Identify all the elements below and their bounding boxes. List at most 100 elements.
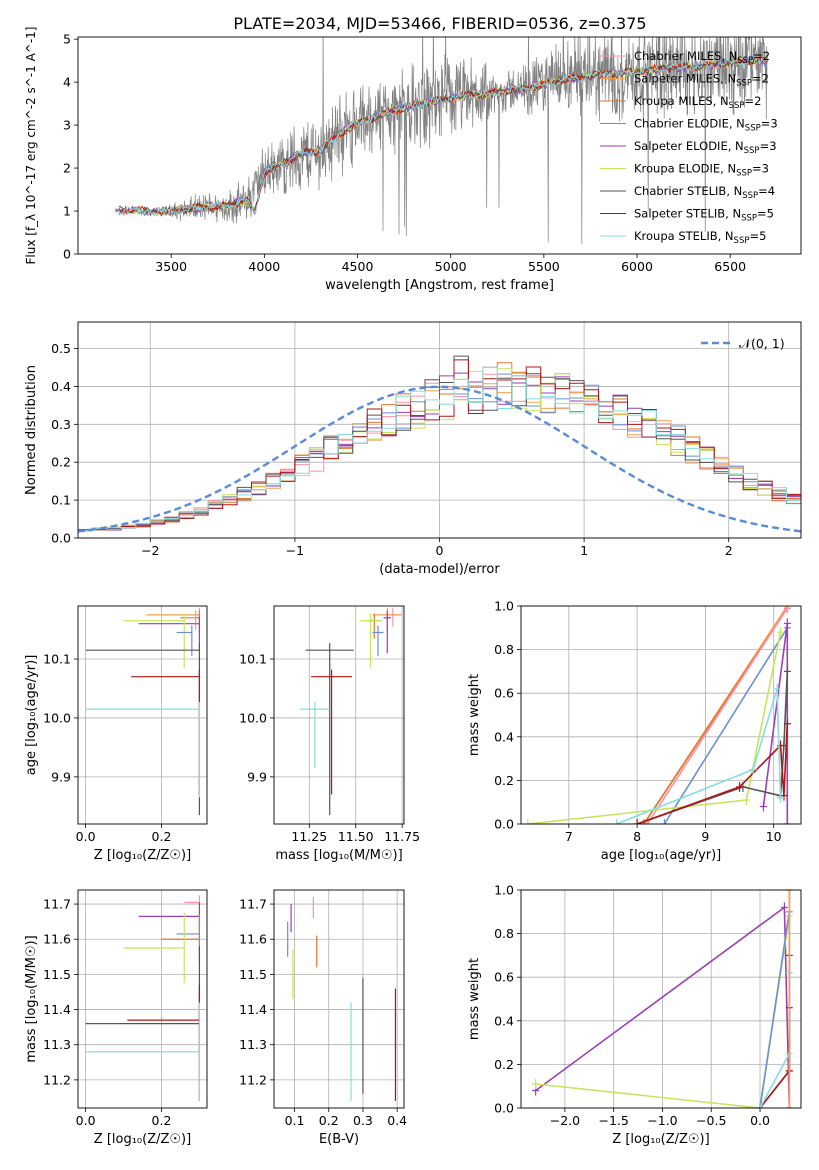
y-tick-label: 9.9	[247, 769, 267, 784]
x-axis-label: Z [log₁₀(Z/Z☉)]	[612, 1132, 709, 1147]
y-axis-label: mass [log₁₀(M/M☉)]	[24, 935, 39, 1062]
axes-frame	[77, 36, 802, 255]
legend-subscript: SSP	[736, 79, 752, 89]
y-tick-label: 0.4	[494, 729, 514, 744]
y-tick-label: 11.5	[239, 967, 267, 982]
panel-residuals: −2 −1 0 1 2 0.0 0.1 0.2 0.3 0.4 0.5 (data-model)/er…	[24, 321, 802, 577]
legend-suffix: =4	[758, 184, 775, 198]
y-tick-label: 0.8	[494, 642, 514, 657]
x-tick-label: 0.3	[353, 1113, 373, 1128]
x-tick-label: 0.0	[76, 1113, 96, 1128]
x-axis-label: wavelength [Angstrom, rest frame]	[325, 278, 554, 293]
panel-mass-weight-vs-age: 7 8 9 10 0.0 0.2 0.4 0.6 0.8 1.0 age [log₁₀(age/yr…	[467, 599, 802, 863]
x-axis-label: Z [log₁₀(Z/Z☉)]	[94, 848, 191, 863]
y-tick-label: 11.5	[43, 967, 71, 982]
panel-spectrum: 3500 4000 4500 5000 5500 6000 6500 0 1 2 3 4 5 wavele…	[24, 27, 802, 293]
legend-suffix: =2	[753, 49, 770, 63]
legend-subscript: SSP	[741, 214, 757, 224]
x-tick-label: 11.75	[384, 829, 420, 844]
y-tick-label: 10.0	[43, 710, 71, 725]
legend-subscript: SSP	[729, 101, 745, 111]
y-tick-label: 0.6	[494, 686, 514, 701]
y-tick-label: 0	[63, 247, 71, 262]
x-tick-label: 0.0	[76, 829, 96, 844]
panel-mass-vs-Z: 0.0 0.2 11.2 11.3 11.4 11.5 11.6 11.7 Z [log₁₀(Z…	[24, 889, 208, 1147]
panel-age-vs-mass: 11.25 11.50 11.75 9.9 10.0 10.1 mass [log₁₀(M/…	[239, 605, 420, 863]
y-tick-label: 0.1	[51, 493, 71, 508]
legend-subscript: SSP	[742, 191, 758, 201]
legend-text: Salpeter STELIB, N	[634, 207, 741, 221]
x-tick-label: 0.0	[750, 1113, 770, 1128]
histogram-chabrier_stelib	[78, 355, 801, 530]
y-tick-label: 10.0	[239, 710, 267, 725]
y-tick-label: 2	[63, 161, 71, 176]
y-tick-label: 0.3	[51, 417, 71, 432]
x-tick-label: 5500	[528, 259, 560, 274]
normal-distribution-curve	[78, 385, 801, 533]
plot-area	[114, 37, 768, 244]
y-tick-label: 0.4	[51, 379, 71, 394]
axes-frame	[520, 605, 802, 825]
y-axis-label: Normed distribution	[24, 365, 39, 495]
legend-subscript: SSP	[737, 56, 753, 66]
y-tick-label: 0.4	[494, 1013, 514, 1028]
x-tick-label: 1	[580, 543, 588, 558]
legend-label-kroupa_stelib: Kroupa STELIB, NSSP=5	[634, 229, 766, 246]
legend-subscript: SSP	[744, 146, 760, 156]
legend-suffix: =2	[752, 72, 769, 86]
model-line-salpeter_stelib	[118, 54, 768, 217]
panel-mass-weight-vs-Z: −2.0 −1.5 −1.0 −0.5 0.0 0.0 0.2 0.4 0.6 0.8 1.0 Z […	[467, 883, 802, 1147]
legend-text: Kroupa ELODIE, N	[634, 162, 736, 176]
weight-line-chabrier_elodie	[663, 627, 788, 824]
y-tick-label: 11.2	[43, 1072, 71, 1087]
histogram-salpeter_stelib	[78, 359, 801, 531]
x-tick-label: 3500	[155, 259, 187, 274]
plot-area	[524, 606, 791, 824]
legend-subscript: SSP	[736, 169, 752, 179]
y-tick-label: 4	[63, 75, 71, 90]
y-tick-label: 10.1	[43, 652, 71, 667]
histogram-kroupa_stelib	[78, 366, 801, 531]
weight-line-chabrier_elodie	[759, 911, 791, 1108]
legend-suffix: =3	[760, 139, 777, 153]
x-tick-label: 11.25	[291, 829, 327, 844]
axes-frame	[520, 889, 802, 1109]
y-tick-label: 5	[63, 32, 71, 47]
x-tick-label: 11.50	[338, 829, 374, 844]
y-axis-label: mass weight	[467, 674, 482, 756]
y-tick-label: 11.3	[43, 1037, 71, 1052]
y-tick-label: 1	[63, 204, 71, 219]
y-tick-label: 0.8	[494, 926, 514, 941]
histogram-kroupa_elodie	[78, 368, 801, 532]
x-tick-label: −1	[286, 543, 304, 558]
x-tick-label: 0.2	[319, 1113, 339, 1128]
legend-suffix: =5	[757, 207, 774, 221]
y-axis-label: age [log₁₀(age/yr)]	[24, 655, 39, 776]
legend-subscript: SSP	[734, 236, 750, 246]
legend-label-chabrier_stelib: Chabrier STELIB, NSSP=4	[634, 184, 775, 201]
x-tick-label: 0.1	[285, 1113, 305, 1128]
x-tick-label: 9	[701, 829, 709, 844]
x-tick-label: −2	[141, 543, 159, 558]
axes-frame	[77, 605, 208, 825]
legend-subscript: SSP	[745, 124, 761, 134]
legend-suffix: =3	[752, 162, 769, 176]
y-tick-label: 9.9	[51, 769, 71, 784]
legend-text: Salpeter ELODIE, N	[634, 139, 744, 153]
x-tick-label: 4500	[342, 259, 374, 274]
x-axis-label: (data-model)/error	[379, 562, 500, 577]
y-tick-label: 0.5	[51, 341, 71, 356]
panel-age-vs-Z: 0.0 0.2 9.9 10.0 10.1 Z [log₁₀(Z/Z☉)] age [log…	[24, 605, 208, 863]
y-tick-label: 0.2	[51, 455, 71, 470]
y-axis-label: Flux [f_λ 10^-17 erg cm^-2 s^-1 A^-1]	[24, 27, 38, 265]
axes-frame	[273, 605, 405, 825]
y-tick-label: 11.6	[239, 932, 267, 947]
x-tick-label: 10	[766, 829, 782, 844]
y-tick-label: 0.6	[494, 970, 514, 985]
legend-label-salpeter_elodie: Salpeter ELODIE, NSSP=3	[634, 139, 777, 156]
y-tick-label: 11.3	[239, 1037, 267, 1052]
legend-suffix: =3	[761, 117, 778, 131]
y-tick-label: 1.0	[494, 883, 514, 898]
y-tick-label: 11.7	[43, 897, 71, 912]
legend-text: Salpeter MILES, N	[634, 72, 736, 86]
